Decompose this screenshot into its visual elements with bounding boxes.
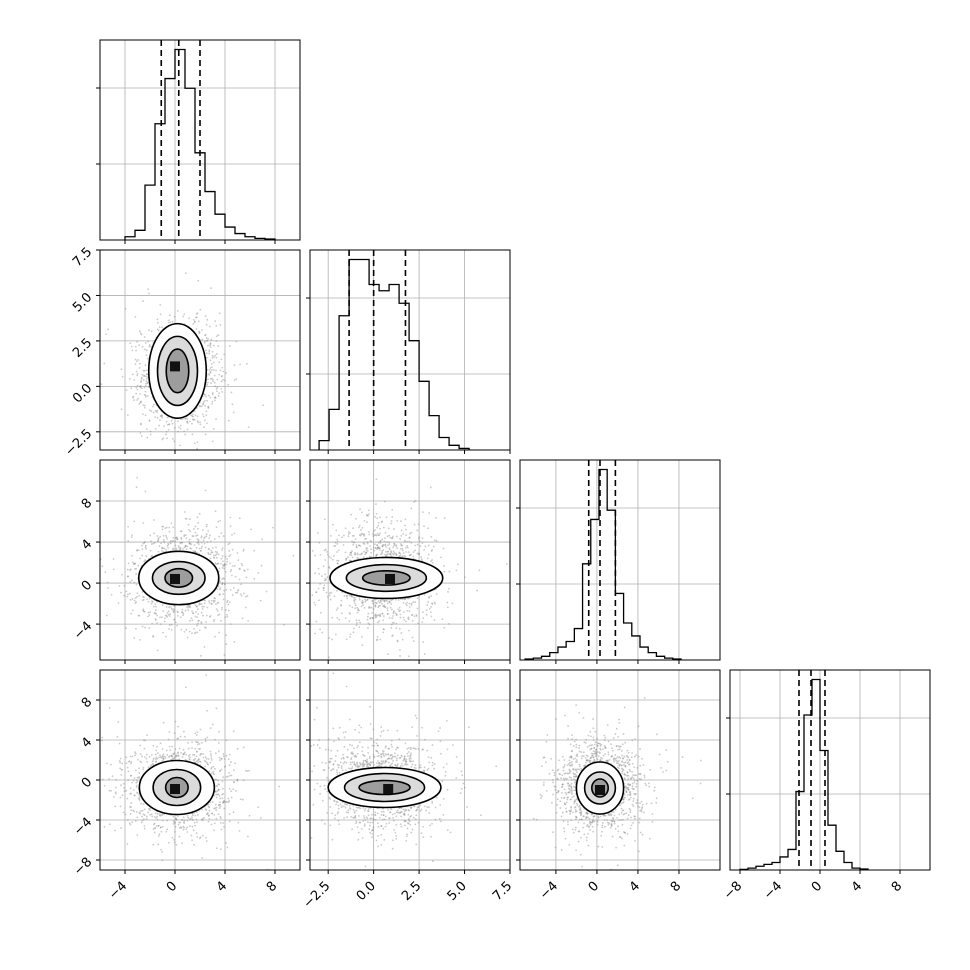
x-tick-label: 0 bbox=[586, 879, 602, 895]
y-tick-label: 8 bbox=[79, 695, 95, 711]
histogram-panel-1 bbox=[306, 249, 511, 454]
x-tick-label: 0 bbox=[164, 879, 180, 895]
scatter-panel-0-2 bbox=[96, 459, 301, 664]
histogram-step bbox=[318, 258, 470, 450]
y-tick-label: 4 bbox=[79, 537, 95, 553]
x-tick-label: −8 bbox=[721, 879, 745, 903]
scatter-panel-0-3 bbox=[96, 669, 301, 874]
density-peak bbox=[170, 784, 180, 794]
panel-content bbox=[532, 697, 702, 870]
histogram-panel-3 bbox=[726, 669, 931, 874]
panel-frame bbox=[309, 459, 511, 661]
x-tick-label: −4 bbox=[106, 879, 130, 903]
x-tick-label: 0.0 bbox=[354, 879, 379, 904]
panel-content bbox=[101, 674, 281, 870]
density-peak bbox=[170, 361, 180, 372]
panel-frame bbox=[309, 249, 511, 451]
density-peak bbox=[383, 784, 394, 794]
panel-content bbox=[100, 476, 295, 657]
scatter-panel-1-3 bbox=[306, 669, 511, 874]
panel-frame bbox=[99, 459, 301, 661]
scatter-panel-2-3 bbox=[516, 669, 721, 874]
panel-content bbox=[310, 672, 498, 868]
histogram-step bbox=[524, 468, 682, 660]
y-tick-label: 4 bbox=[79, 735, 95, 751]
x-tick-label: 4 bbox=[849, 879, 865, 895]
panel-frame bbox=[99, 249, 301, 451]
y-tick-label: −4 bbox=[71, 619, 95, 643]
y-tick-label: 0.0 bbox=[70, 381, 95, 406]
panel-frame bbox=[99, 669, 301, 871]
x-tick-label: 8 bbox=[668, 879, 684, 895]
histogram-panel-0 bbox=[96, 39, 301, 244]
x-tick-label: 7.5 bbox=[490, 879, 515, 904]
y-tick-label: 0 bbox=[79, 775, 95, 791]
y-tick-label: 5.0 bbox=[70, 290, 95, 315]
y-tick-label: −4 bbox=[71, 815, 95, 839]
histogram-step bbox=[739, 678, 869, 871]
panel-frame bbox=[519, 459, 721, 661]
density-peak bbox=[170, 573, 180, 584]
panel-content bbox=[311, 478, 508, 659]
y-tick-label: 2.5 bbox=[70, 336, 95, 361]
y-tick-label: 7.5 bbox=[70, 245, 95, 270]
density-peak bbox=[595, 785, 605, 795]
scatter-panel-1-2 bbox=[306, 459, 511, 664]
x-tick-label: 2.5 bbox=[399, 879, 424, 904]
histogram-panel-2 bbox=[516, 459, 721, 664]
panel-frame bbox=[99, 39, 301, 241]
y-tick-label: 8 bbox=[79, 496, 95, 512]
x-tick-label: 4 bbox=[627, 879, 643, 895]
panel-content bbox=[100, 272, 265, 450]
x-tick-label: −4 bbox=[761, 879, 785, 903]
panel-frame bbox=[729, 669, 931, 871]
x-tick-label: 8 bbox=[889, 879, 905, 895]
panel-frame bbox=[309, 669, 511, 871]
x-tick-label: 0 bbox=[809, 879, 825, 895]
y-tick-label: 0 bbox=[79, 578, 95, 594]
x-tick-label: 8 bbox=[264, 879, 280, 895]
x-tick-label: −4 bbox=[537, 879, 561, 903]
x-tick-label: 5.0 bbox=[445, 879, 470, 904]
x-tick-label: −2.5 bbox=[301, 879, 334, 912]
y-tick-label: −8 bbox=[71, 855, 95, 879]
x-tick-label: 4 bbox=[214, 879, 230, 895]
y-tick-label: −2.5 bbox=[62, 427, 95, 460]
density-peak bbox=[385, 573, 395, 584]
scatter-panel-0-1 bbox=[96, 249, 301, 454]
panel-frame bbox=[519, 669, 721, 871]
